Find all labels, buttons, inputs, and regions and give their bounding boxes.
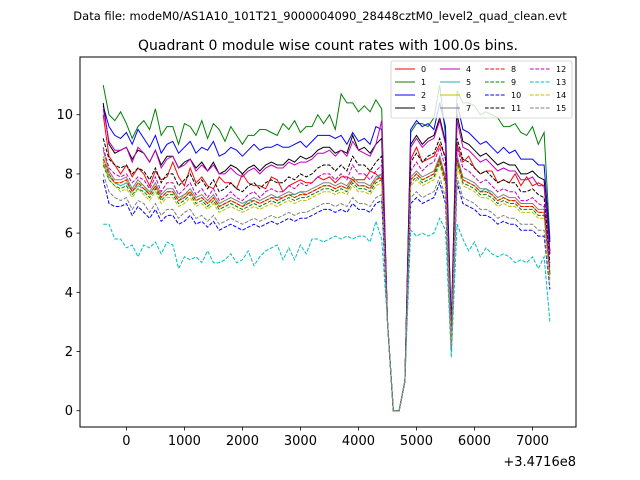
- series-line-7: [102, 150, 551, 412]
- legend-label: 5: [466, 78, 471, 87]
- legend-label: 11: [511, 104, 521, 113]
- legend-box: [390, 60, 573, 119]
- chart-suptitle: Data file: modeM0/AS1A10_101T21_90000040…: [73, 9, 567, 23]
- legend-label: 4: [466, 65, 471, 74]
- series-line-14: [102, 161, 551, 412]
- x-tick-label: 7000: [516, 434, 549, 449]
- series-line-15: [102, 173, 551, 412]
- x-tick-label: 6000: [458, 434, 491, 449]
- legend-label: 6: [466, 91, 471, 100]
- x-offset-label: +3.4716e8: [503, 455, 576, 470]
- series-layer: [102, 85, 551, 412]
- series-line-0: [102, 114, 551, 412]
- legend-label: 3: [421, 104, 426, 113]
- x-tick-label: 2000: [226, 434, 259, 449]
- series-line-4: [102, 108, 551, 412]
- legend-label: 2: [421, 91, 426, 100]
- y-tick-label: 10: [56, 108, 73, 123]
- ticks-layer: 0 1000 2000 3000 4000 5000 6000 7000 0 2 4 6 8 10: [56, 108, 549, 449]
- chart-title: Quadrant 0 module wise count rates with …: [138, 38, 518, 54]
- series-line-11: [102, 136, 551, 412]
- series-line-3: [102, 102, 551, 412]
- legend-label: 0: [421, 65, 426, 74]
- series-line-6: [102, 156, 551, 412]
- series-line-10: [102, 179, 551, 412]
- axes-frame: [79, 56, 577, 428]
- legend-label: 14: [556, 91, 566, 100]
- legend-label: 1: [421, 78, 426, 87]
- series-line-2: [102, 102, 551, 412]
- y-tick-label: 4: [65, 286, 73, 301]
- x-tick-label: 5000: [400, 434, 433, 449]
- series-line-1: [102, 85, 551, 412]
- y-tick-label: 6: [65, 227, 73, 242]
- x-tick-label: 3000: [284, 434, 317, 449]
- legend-label: 9: [511, 78, 516, 87]
- y-tick-label: 0: [65, 404, 73, 419]
- y-tick-label: 2: [65, 345, 73, 360]
- legend-label: 12: [556, 65, 566, 74]
- series-line-12: [102, 145, 551, 412]
- x-tick-label: 0: [122, 434, 130, 449]
- legend-label: 7: [466, 104, 471, 113]
- series-line-8: [102, 157, 551, 412]
- legend-label: 13: [556, 78, 566, 87]
- series-line-9: [102, 160, 551, 412]
- legend-label: 10: [511, 91, 521, 100]
- series-line-13: [103, 217, 551, 412]
- x-tick-label: 4000: [342, 434, 375, 449]
- y-tick-label: 8: [65, 167, 73, 182]
- legend-label: 8: [511, 65, 516, 74]
- x-tick-label: 1000: [168, 434, 201, 449]
- legend-label: 15: [556, 104, 566, 113]
